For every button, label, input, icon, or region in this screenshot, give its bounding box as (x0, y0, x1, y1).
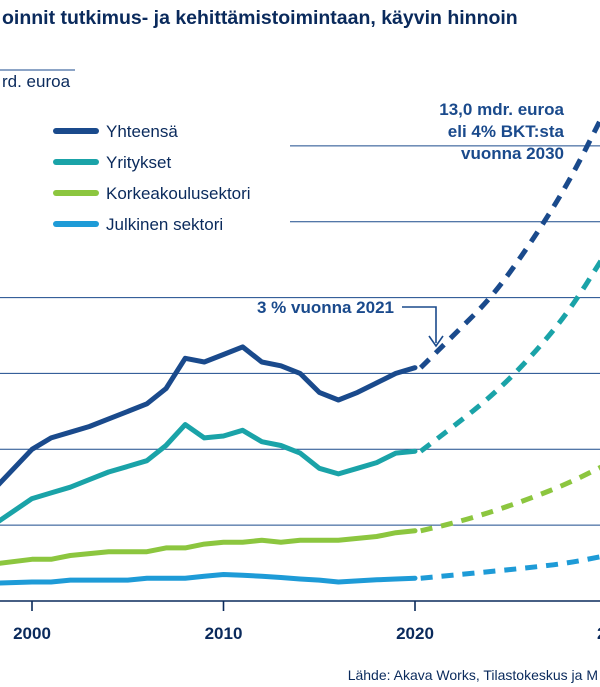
series-projection-yritykset (419, 257, 600, 454)
series-line-korkeakoulusektori (0, 528, 418, 566)
x-axis: 20002010202020 (13, 601, 600, 643)
chart-title: oinnit tutkimus- ja kehittämistoimintaan… (2, 7, 518, 29)
series-line-julkinen-sektori (0, 572, 418, 586)
legend-background (0, 106, 290, 246)
series-projection-julkinen-sektori (420, 554, 600, 581)
x-tick-label: 20 (597, 624, 600, 643)
y-axis-unit-label: rd. euroa (2, 72, 71, 91)
annotation-target-line2: eli 4% BKT:sta (448, 122, 565, 141)
annotation-target-line1: 13,0 mdr. euroa (439, 100, 564, 119)
series-projection-korkeakoulusektori (420, 464, 600, 534)
annotation-current: 3 % vuonna 2021 (257, 298, 444, 348)
legend-label: Yhteensä (106, 122, 178, 141)
x-tick-label: 2020 (396, 624, 434, 643)
x-tick-label: 2010 (205, 624, 243, 643)
legend-label: Yritykset (106, 153, 171, 172)
source-note: Lähde: Akava Works, Tilastokeskus ja M (348, 667, 598, 683)
annotation-current-arrow-head (428, 335, 444, 348)
series-layer (0, 115, 600, 586)
x-tick-label: 2000 (13, 624, 51, 643)
series-line-yhteens- (0, 344, 418, 487)
annotation-target: 13,0 mdr. euroa eli 4% BKT:sta vuonna 20… (439, 100, 564, 163)
annotation-current-text: 3 % vuonna 2021 (257, 298, 394, 317)
series-line-yritykset (0, 422, 418, 524)
series-projection-yhteens- (418, 115, 600, 370)
legend: Yhteensä Yritykset Korkeakoulusektori Julki… (0, 106, 290, 246)
legend-label: Julkinen sektori (106, 215, 223, 234)
annotation-target-line3: vuonna 2030 (461, 144, 564, 163)
annotation-current-arrow-line (402, 306, 437, 343)
legend-label: Korkeakoulusektori (106, 184, 251, 203)
